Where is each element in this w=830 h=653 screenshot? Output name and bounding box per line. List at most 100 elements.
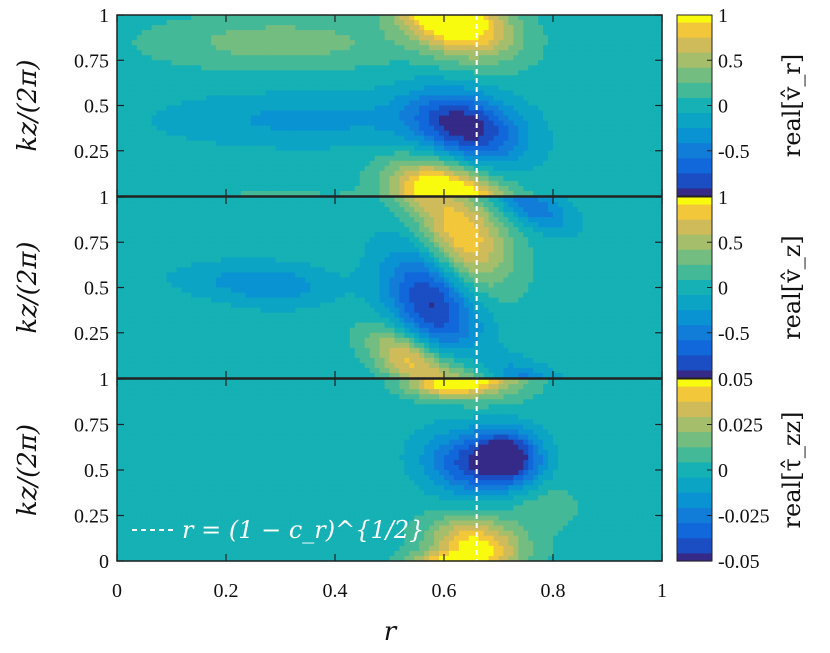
heatmap-cell [221, 60, 227, 66]
heatmap-cell [191, 120, 197, 127]
heatmap-cell [146, 222, 153, 228]
heatmap-cell [250, 342, 257, 349]
heatmap-cell [374, 15, 381, 21]
heatmap-cell [325, 135, 331, 142]
heatmap-cell [250, 227, 257, 233]
heatmap-cell [141, 100, 148, 107]
heatmap-cell [245, 120, 252, 127]
heatmap-cell [211, 160, 217, 167]
heatmap-cell [211, 362, 217, 369]
heatmap-cell [572, 135, 579, 142]
heatmap-cell [359, 35, 366, 41]
heatmap-cell [533, 40, 539, 46]
heatmap-cell [201, 357, 207, 364]
heatmap-cell [439, 150, 445, 157]
heatmap-cell [245, 272, 252, 279]
heatmap-cell [270, 135, 277, 142]
heatmap-cell [567, 110, 574, 117]
heatmap-cell [359, 125, 366, 132]
heatmap-cell [186, 347, 192, 354]
heatmap-cell [151, 15, 158, 21]
heatmap-cell [240, 85, 247, 92]
heatmap-cell [404, 45, 410, 51]
heatmap-cell [136, 342, 143, 349]
heatmap-cell [245, 372, 252, 379]
heatmap-cell [171, 217, 178, 223]
heatmap-cell [434, 70, 440, 76]
heatmap-cell [602, 95, 609, 102]
heatmap-cell [136, 25, 143, 31]
heatmap-cell [404, 150, 410, 157]
heatmap-cell [300, 140, 306, 147]
heatmap-cell [201, 302, 207, 309]
heatmap-cell [493, 95, 500, 102]
heatmap-cell [117, 55, 123, 61]
heatmap-cell [141, 257, 148, 263]
heatmap-cell [617, 15, 623, 21]
heatmap-cell [602, 130, 609, 137]
heatmap-cell [117, 222, 123, 228]
heatmap-cell [349, 95, 356, 102]
heatmap-cell [166, 60, 173, 66]
heatmap-cell [493, 125, 500, 132]
heatmap-cell [181, 175, 187, 182]
heatmap-cell [151, 180, 158, 187]
heatmap-cell [250, 150, 257, 157]
heatmap-cell [181, 60, 187, 66]
heatmap-cell [533, 15, 539, 21]
heatmap-cell [448, 100, 455, 107]
heatmap-cell [136, 165, 143, 172]
heatmap-cell [369, 145, 376, 152]
heatmap-cell [493, 120, 500, 127]
heatmap-cell [171, 105, 178, 112]
heatmap-cell [439, 145, 445, 152]
heatmap-cell [493, 100, 500, 107]
heatmap-cell [439, 115, 445, 122]
heatmap-cell [513, 120, 519, 127]
heatmap-cell [161, 25, 168, 31]
heatmap-cell [349, 45, 356, 51]
heatmap-cell [344, 60, 351, 66]
heatmap-cell [290, 145, 296, 152]
heatmap-cell [290, 35, 296, 41]
heatmap-cell [240, 367, 247, 374]
heatmap-cell [320, 25, 326, 31]
heatmap-cell [176, 180, 182, 187]
heatmap-cell [602, 90, 609, 97]
heatmap-cell [414, 110, 420, 117]
heatmap-cell [592, 145, 599, 152]
heatmap-cell [369, 55, 376, 61]
heatmap-cell [557, 180, 564, 187]
heatmap-cell [206, 282, 212, 289]
heatmap-cell [429, 60, 435, 66]
heatmap-cell [216, 267, 222, 274]
heatmap-cell [117, 322, 123, 329]
heatmap-cell [260, 155, 267, 162]
heatmap-cell [186, 190, 192, 197]
heatmap-cell [260, 165, 267, 172]
heatmap-cell [211, 150, 217, 157]
heatmap-cell [230, 65, 237, 71]
heatmap-cell [265, 120, 272, 127]
heatmap-cell [513, 20, 519, 26]
heatmap-cell [404, 70, 410, 76]
heatmap-cell [211, 35, 217, 41]
heatmap-cell [216, 252, 222, 258]
heatmap-cell [166, 367, 173, 374]
heatmap-cell [384, 130, 391, 137]
heatmap-cell [151, 75, 158, 81]
heatmap-cell [359, 45, 366, 51]
heatmap-cell [429, 25, 435, 31]
heatmap-cell [255, 130, 262, 137]
heatmap-cell [513, 115, 519, 122]
heatmap-cell [166, 342, 173, 349]
heatmap-cell [493, 105, 500, 112]
heatmap-cell [250, 40, 257, 46]
heatmap-cell [642, 55, 648, 61]
heatmap-cell [131, 45, 138, 51]
heatmap-cell [488, 145, 495, 152]
heatmap-cell [151, 190, 158, 197]
heatmap-cell [156, 55, 163, 61]
heatmap-cell [488, 165, 495, 172]
heatmap-cell [384, 105, 391, 112]
